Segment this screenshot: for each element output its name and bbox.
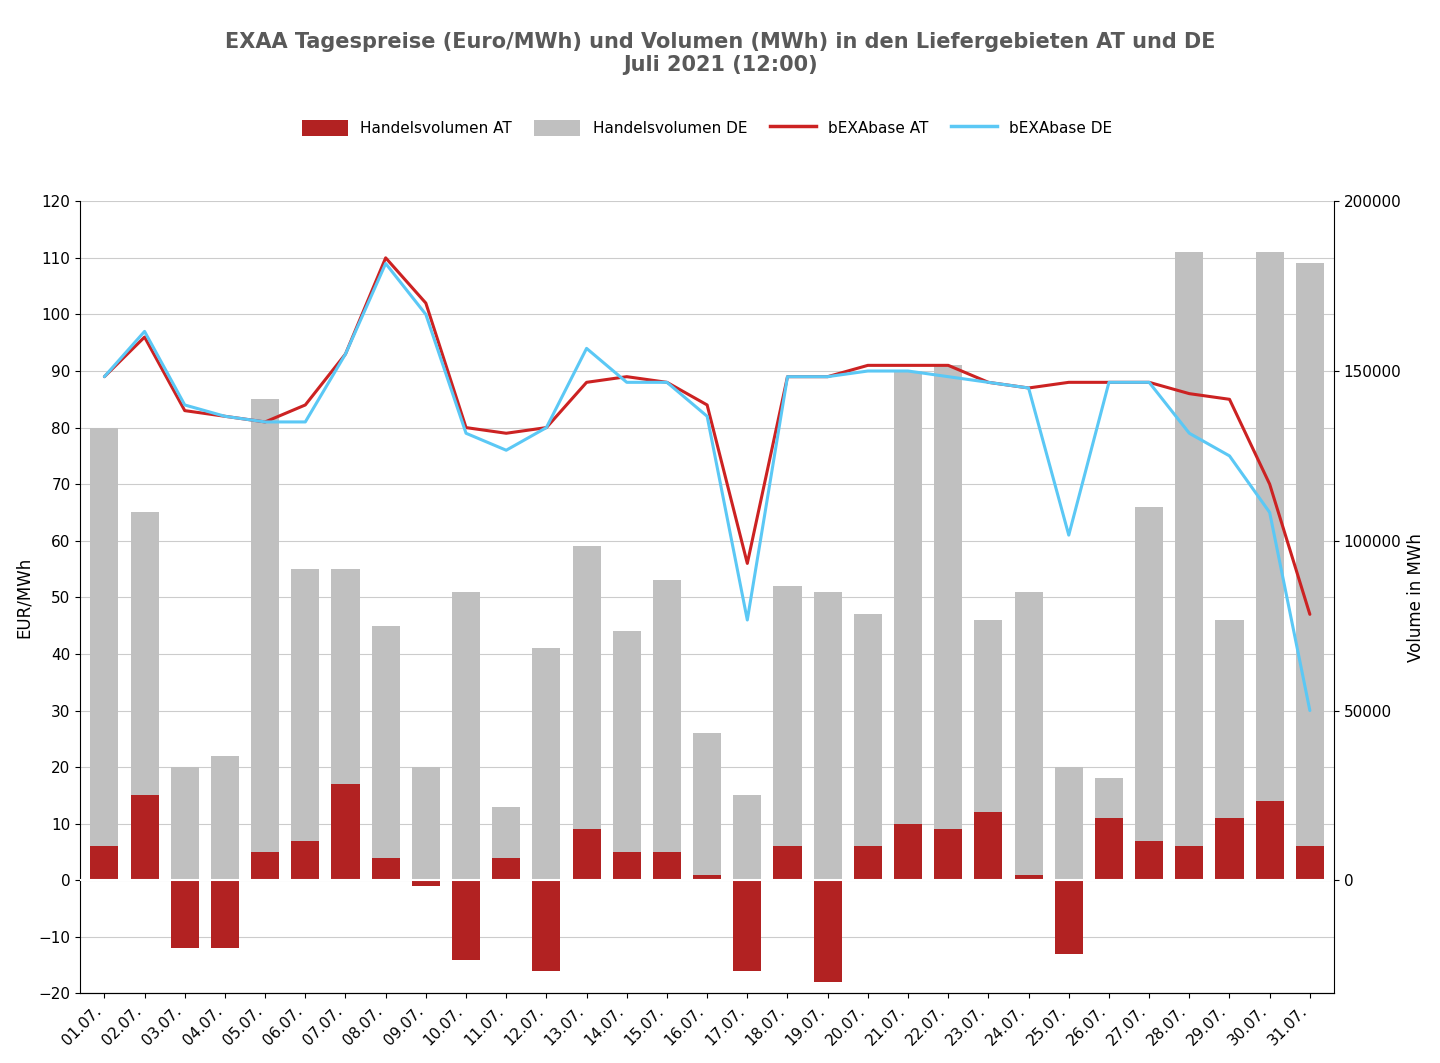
Bar xyxy=(814,592,842,880)
Bar xyxy=(1135,841,1164,880)
Bar xyxy=(573,546,600,880)
Bar xyxy=(733,880,762,971)
Bar xyxy=(412,880,439,885)
Bar xyxy=(975,620,1002,880)
Bar xyxy=(693,875,721,880)
Bar xyxy=(1296,264,1323,880)
Y-axis label: EUR/MWh: EUR/MWh xyxy=(14,557,33,638)
Bar xyxy=(1215,620,1244,880)
Bar xyxy=(412,767,439,880)
Bar xyxy=(372,858,400,880)
Bar xyxy=(1175,252,1204,880)
Bar xyxy=(91,846,118,880)
Bar xyxy=(251,853,279,880)
Bar xyxy=(452,880,480,960)
Bar xyxy=(372,626,400,880)
Bar xyxy=(652,853,681,880)
Bar xyxy=(210,880,239,948)
Bar xyxy=(171,767,199,880)
Bar xyxy=(773,586,802,880)
Bar xyxy=(1054,767,1083,880)
Bar xyxy=(693,733,721,880)
Bar xyxy=(612,853,641,880)
Bar xyxy=(171,880,199,948)
Bar xyxy=(291,569,320,880)
Bar xyxy=(1094,819,1123,880)
Bar xyxy=(935,829,962,880)
Bar xyxy=(612,631,641,880)
Bar xyxy=(331,569,360,880)
Bar xyxy=(652,580,681,880)
Bar xyxy=(210,756,239,880)
Bar xyxy=(533,880,560,971)
Bar xyxy=(1054,880,1083,954)
Bar xyxy=(573,829,600,880)
Bar xyxy=(492,858,520,880)
Bar xyxy=(854,614,881,880)
Bar xyxy=(1215,819,1244,880)
Bar xyxy=(1135,507,1164,880)
Bar xyxy=(91,427,118,880)
Text: EXAA Tagespreise (Euro/MWh) und Volumen (MWh) in den Liefergebieten AT und DE
Ju: EXAA Tagespreise (Euro/MWh) und Volumen … xyxy=(225,32,1215,75)
Bar xyxy=(1094,778,1123,880)
Bar xyxy=(975,812,1002,880)
Bar xyxy=(291,841,320,880)
Y-axis label: Volume in MWh: Volume in MWh xyxy=(1407,533,1426,662)
Legend: Handelsvolumen AT, Handelsvolumen DE, bEXAbase AT, bEXAbase DE: Handelsvolumen AT, Handelsvolumen DE, bE… xyxy=(295,114,1119,142)
Bar xyxy=(733,795,762,880)
Bar xyxy=(492,807,520,880)
Bar xyxy=(131,795,158,880)
Bar xyxy=(1256,252,1283,880)
Bar xyxy=(331,784,360,880)
Bar xyxy=(935,366,962,880)
Bar xyxy=(1015,875,1043,880)
Bar xyxy=(131,512,158,880)
Bar xyxy=(854,846,881,880)
Bar xyxy=(894,824,922,880)
Bar xyxy=(814,880,842,982)
Bar xyxy=(1175,846,1204,880)
Bar xyxy=(533,648,560,880)
Bar xyxy=(1296,846,1323,880)
Bar xyxy=(773,846,802,880)
Bar xyxy=(452,592,480,880)
Bar xyxy=(894,371,922,880)
Bar xyxy=(1015,592,1043,880)
Bar xyxy=(251,400,279,880)
Bar xyxy=(1256,802,1283,880)
